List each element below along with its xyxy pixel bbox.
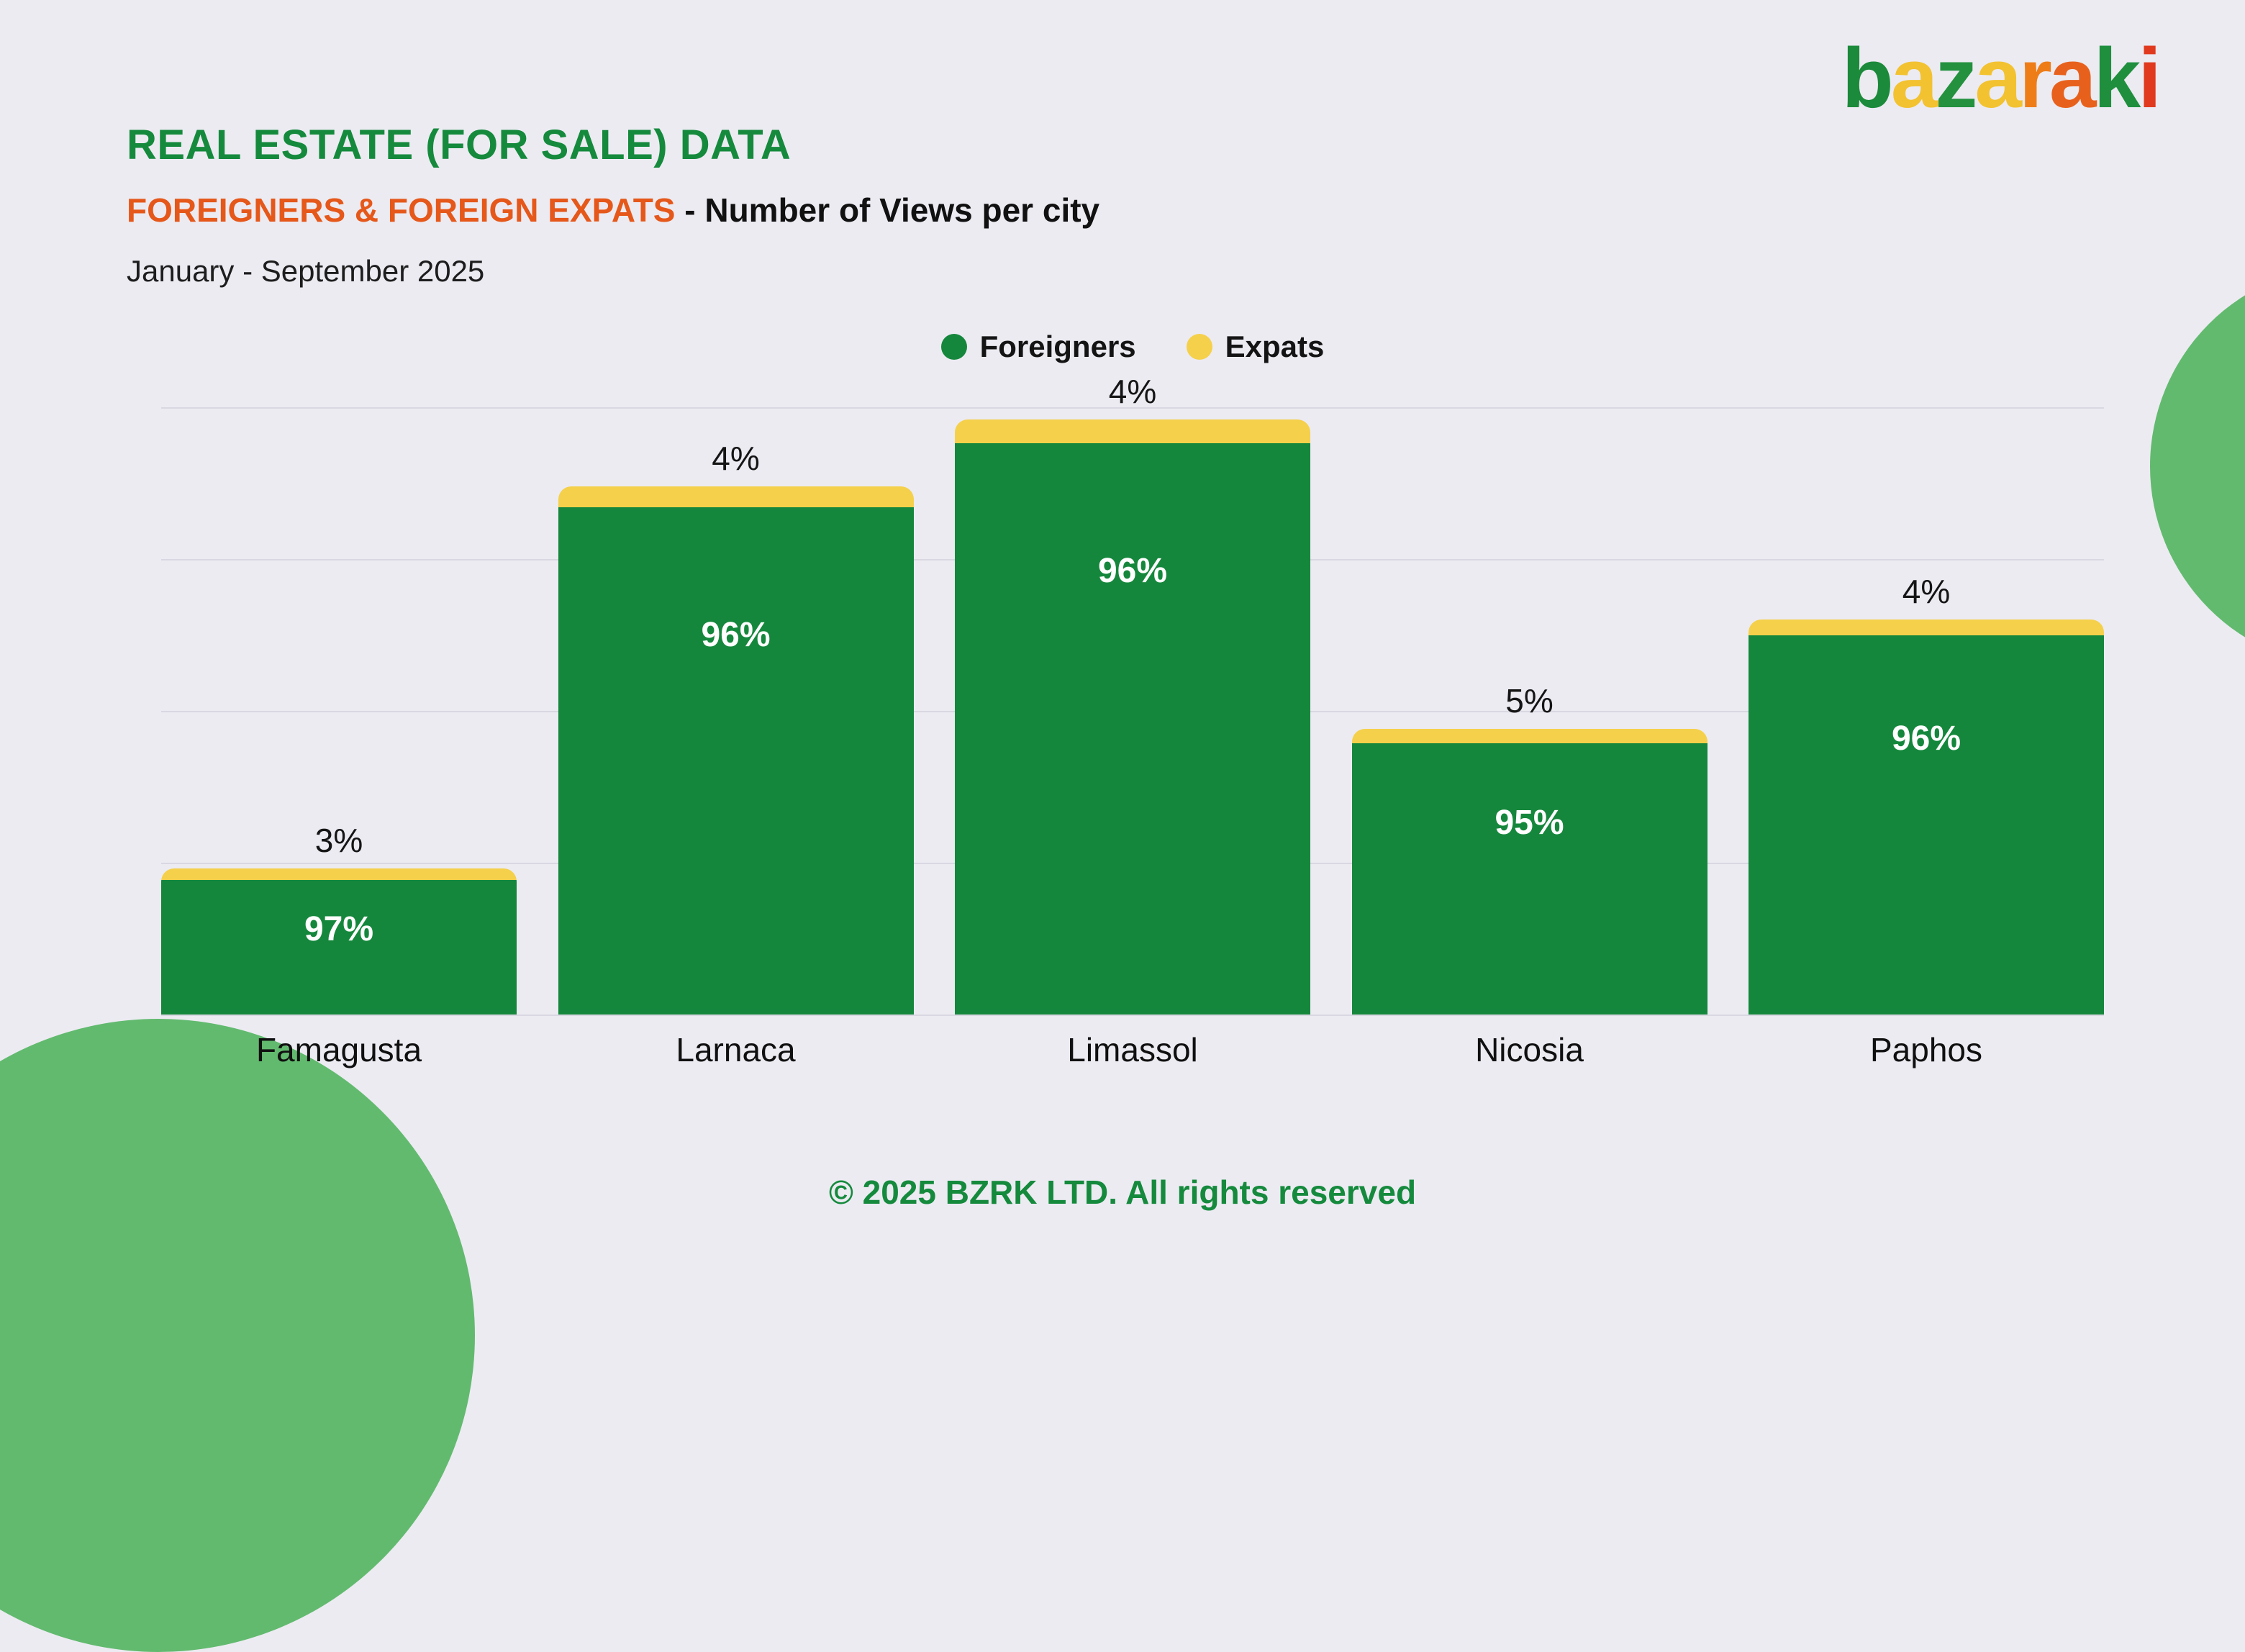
foreigners-value-label: 96%	[701, 616, 771, 654]
legend-item-foreigners: Foreigners	[940, 330, 1136, 364]
bar-chart: 3% 97% 4% 96% 4% 96% 5% 95% 4% 96% Famagusta Larna…	[161, 373, 2104, 1068]
expats-value-label: 3%	[314, 822, 363, 859]
expats-value-label: 4%	[1902, 573, 1951, 610]
subtitle-highlight: FOREIGNERS & FOREIGN EXPATS	[127, 191, 676, 229]
foreigners-value-label: 97%	[304, 910, 374, 948]
logo-letter: i	[2138, 31, 2162, 126]
expats-bar-segment	[955, 419, 1310, 443]
expats-value-label: 5%	[1505, 682, 1554, 720]
bar-column: 3% 97%	[161, 821, 517, 1015]
foreigners-bar-segment: 97%	[161, 880, 517, 1015]
decorative-circle-bottom-left	[0, 1019, 475, 1652]
foreigners-value-label: 96%	[1097, 552, 1168, 590]
foreigners-bar-segment: 95%	[1351, 743, 1707, 1015]
expats-bar-segment	[161, 868, 517, 880]
city-label: Nicosia	[1475, 1031, 1584, 1068]
foreigners-value-label: 96%	[1891, 720, 1961, 758]
logo-letter: a	[1890, 31, 1938, 126]
bar-stack: 96%	[1749, 620, 2104, 1015]
logo-letter: a	[1974, 31, 2022, 126]
city-labels-row: Famagusta Larnaca Limassol Nicosia Paphos	[161, 1030, 2104, 1069]
expats-bar-segment	[558, 486, 914, 507]
subtitle-rest: - Number of Views per city	[675, 191, 1100, 229]
expats-value-label: 4%	[712, 440, 760, 477]
city-label: Limassol	[1067, 1031, 1198, 1068]
logo-letter: z	[1935, 31, 1977, 126]
gridline	[161, 407, 2104, 409]
period-label: January - September 2025	[127, 254, 485, 288]
footer-copyright: © 2025 BZRK LTD. All rights reserved	[828, 1174, 1417, 1211]
legend-label: Expats	[1225, 330, 1325, 363]
bar-stack: 97%	[161, 868, 517, 1015]
bar-column: 5% 95%	[1351, 681, 1707, 1015]
legend-item-expats: Expats	[1186, 330, 1325, 364]
foreigners-color-dot-icon	[940, 334, 967, 360]
header: REAL ESTATE (FOR SALE) DATA FOREIGNERS &…	[127, 121, 1099, 289]
expats-bar-segment	[1351, 729, 1707, 743]
logo-letter: a	[2049, 31, 2097, 126]
bazaraki-logo: bazaraki	[1842, 36, 2162, 121]
chart-legend: Foreigners Expats	[161, 330, 2104, 364]
bar-stack: 95%	[1351, 729, 1707, 1015]
expats-color-dot-icon	[1186, 334, 1212, 360]
foreigners-value-label: 95%	[1495, 804, 1564, 842]
decorative-circle-top-right	[2150, 265, 2245, 668]
foreigners-bar-segment: 96%	[558, 507, 914, 1015]
bar-column: 4% 96%	[955, 372, 1310, 1015]
expats-value-label: 4%	[1108, 373, 1157, 410]
legend-label: Foreigners	[979, 330, 1136, 363]
gridline-baseline	[161, 1015, 2104, 1016]
logo-letter: b	[1841, 31, 1894, 126]
logo-letter: k	[2093, 31, 2141, 126]
city-label: Larnaca	[676, 1031, 796, 1068]
bar-stack: 96%	[955, 419, 1310, 1015]
bar-stack: 96%	[558, 486, 914, 1015]
city-label: Famagusta	[255, 1031, 422, 1068]
bar-column: 4% 96%	[1749, 572, 2104, 1015]
page-subtitle: FOREIGNERS & FOREIGN EXPATS - Number of …	[127, 191, 1099, 230]
page-title: REAL ESTATE (FOR SALE) DATA	[127, 122, 792, 168]
logo-letter: r	[2019, 31, 2052, 126]
foreigners-bar-segment: 96%	[955, 443, 1310, 1015]
foreigners-bar-segment: 96%	[1749, 635, 2104, 1015]
bar-column: 4% 96%	[558, 439, 914, 1015]
bars-row: 3% 97% 4% 96% 4% 96% 5% 95% 4% 96%	[161, 372, 2104, 1015]
city-label: Paphos	[1869, 1031, 1982, 1068]
expats-bar-segment	[1749, 620, 2104, 635]
